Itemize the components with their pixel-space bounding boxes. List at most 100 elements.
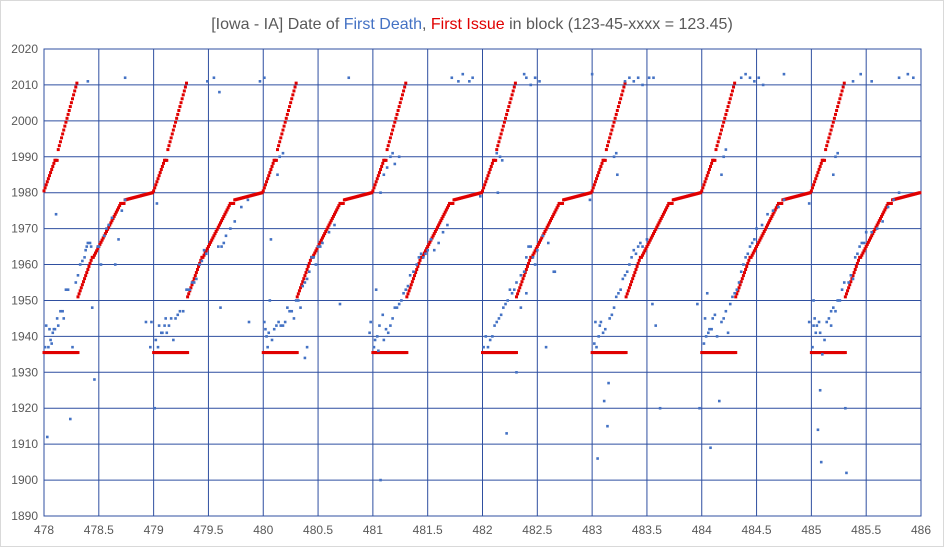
first-death-point	[610, 313, 614, 317]
title-part: in block (123-45-xxxx = 123.45)	[505, 16, 733, 33]
first-issue-point	[279, 136, 283, 140]
first-death-point	[88, 241, 92, 245]
first-death-point	[654, 324, 658, 327]
first-issue-point	[654, 227, 658, 231]
first-issue-point	[719, 128, 723, 132]
first-issue-point	[728, 97, 732, 101]
first-death-point	[733, 291, 736, 295]
first-issue-point	[158, 171, 162, 175]
first-death-point	[44, 324, 48, 327]
first-issue-point	[303, 274, 307, 278]
first-issue-point	[56, 148, 60, 152]
first-issue-point	[653, 229, 657, 233]
first-issue-point	[393, 120, 397, 124]
first-death-point	[812, 299, 815, 302]
first-death-point	[711, 317, 715, 320]
x-tick-label: 481.5	[413, 523, 443, 537]
first-issue-point	[416, 264, 420, 268]
first-issue-point	[76, 351, 80, 355]
first-death-point	[265, 335, 268, 338]
first-death-point	[212, 76, 216, 80]
first-death-point	[379, 478, 382, 482]
first-issue-point	[285, 112, 289, 116]
first-death-point	[761, 83, 765, 87]
first-issue-point	[769, 217, 773, 221]
first-death-point	[246, 198, 250, 202]
first-death-point	[303, 281, 307, 284]
first-issue-point	[197, 264, 201, 268]
first-death-point	[429, 238, 433, 241]
first-death-point	[397, 155, 401, 159]
first-issue-point	[335, 208, 339, 212]
first-issue-point	[371, 189, 375, 193]
first-death-point	[525, 256, 528, 259]
first-issue-point	[871, 232, 875, 236]
first-issue-point	[867, 238, 871, 242]
first-issue-point	[550, 217, 554, 221]
first-issue-point	[716, 140, 720, 144]
first-issue-point	[839, 93, 843, 97]
first-issue-point	[202, 253, 206, 257]
first-issue-point	[80, 283, 84, 287]
first-issue-point	[701, 186, 705, 190]
first-death-point	[419, 252, 423, 256]
first-issue-point	[286, 108, 290, 112]
first-death-point	[544, 345, 548, 349]
first-death-point	[391, 151, 394, 155]
first-death-point	[522, 270, 526, 274]
y-tick-label: 1940	[11, 329, 38, 343]
first-issue-point	[94, 251, 98, 255]
gridlines	[43, 48, 922, 517]
first-issue-point	[756, 242, 760, 246]
first-death-point	[612, 306, 616, 309]
first-issue-point	[771, 212, 775, 216]
first-issue-point	[755, 245, 759, 249]
first-death-point	[45, 435, 49, 439]
first-issue-point	[267, 174, 271, 178]
first-death-point	[424, 252, 427, 256]
first-issue-point	[810, 186, 814, 190]
first-issue-point	[260, 191, 264, 195]
first-issue-point	[500, 128, 504, 132]
first-issue-point	[705, 174, 709, 178]
first-issue-point	[325, 227, 329, 231]
first-death-point	[849, 274, 853, 277]
first-issue-point	[305, 268, 309, 272]
first-issue-point	[624, 295, 628, 299]
first-issue-point	[514, 295, 518, 299]
first-issue-point	[918, 191, 922, 195]
first-issue-point	[49, 171, 53, 175]
first-death-point	[634, 252, 638, 256]
first-issue-point	[430, 236, 434, 240]
first-issue-point	[386, 144, 390, 148]
first-issue-point	[69, 101, 73, 105]
y-tick-label: 1910	[11, 437, 38, 451]
first-issue-point	[665, 206, 669, 210]
first-death-point	[347, 76, 351, 80]
first-death-point	[61, 309, 64, 313]
first-issue-point	[263, 183, 267, 187]
first-death-point	[713, 313, 717, 317]
first-issue-point	[762, 229, 766, 233]
first-issue-point	[621, 89, 625, 93]
first-death-point	[432, 248, 436, 252]
first-death-point	[860, 241, 864, 245]
first-issue-point	[759, 236, 763, 240]
first-death-point	[200, 259, 204, 263]
first-issue-point	[63, 124, 67, 128]
first-death-point	[441, 230, 445, 234]
first-issue-point	[639, 255, 643, 259]
first-death-point	[290, 309, 294, 313]
first-death-point	[529, 83, 533, 87]
first-death-point	[777, 205, 780, 209]
first-death-point	[56, 324, 60, 327]
first-issue-point	[599, 164, 603, 168]
first-death-point	[766, 212, 769, 216]
first-death-point	[815, 324, 819, 327]
first-death-series	[43, 72, 915, 482]
first-issue-point	[859, 255, 863, 259]
first-issue-point	[387, 140, 391, 144]
first-issue-point	[619, 97, 623, 101]
first-issue-point	[112, 214, 116, 218]
first-issue-point	[852, 271, 856, 275]
